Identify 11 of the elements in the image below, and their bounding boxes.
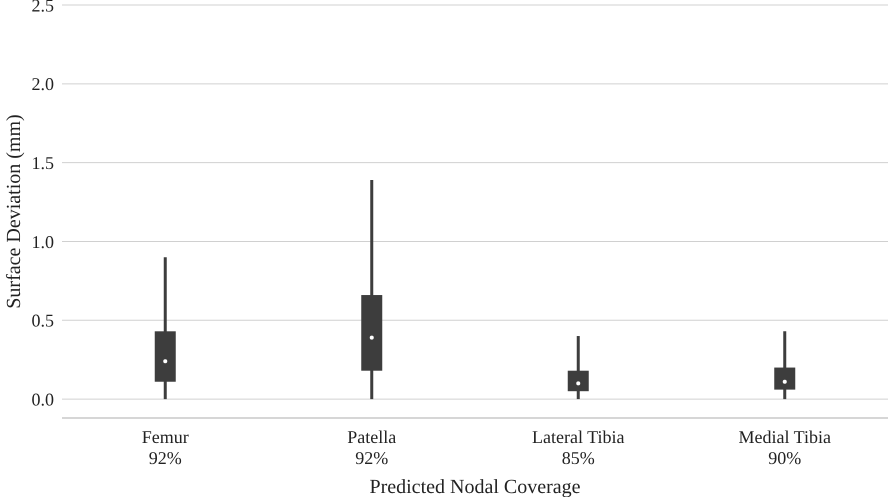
y-tick-label: 0.0	[32, 389, 54, 410]
y-tick-label: 0.5	[32, 310, 54, 331]
x-axis-title: Predicted Nodal Coverage	[369, 476, 581, 497]
y-tick-label: 1.0	[32, 232, 54, 252]
x-tick-label: Patella 92%	[347, 427, 396, 468]
x-tick-label: Femur 92%	[142, 427, 189, 468]
x-tick-label: Lateral Tibia 85%	[532, 427, 624, 468]
y-tick-label: 2.0	[32, 74, 54, 94]
y-axis-title: Surface Deviation (mm)	[3, 114, 25, 309]
y-tick-label: 1.5	[32, 152, 54, 173]
x-tick-label: Medial Tibia 90%	[738, 427, 832, 468]
